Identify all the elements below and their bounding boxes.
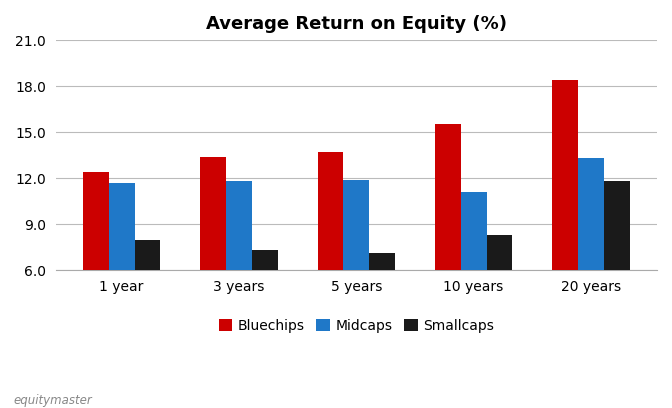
Title: Average Return on Equity (%): Average Return on Equity (%) [206,15,507,33]
Bar [134,239,161,270]
Bar [226,181,252,270]
Bar [487,235,512,270]
Bar [109,183,134,270]
Bar [369,253,395,270]
Bar [604,181,630,270]
Bar [461,192,487,270]
Bar [435,124,461,270]
Legend: Bluechips, Midcaps, Smallcaps: Bluechips, Midcaps, Smallcaps [212,312,501,339]
Bar [83,172,109,270]
Text: equitymaster: equitymaster [13,394,92,407]
Bar [343,180,369,270]
Bar [200,157,226,270]
Bar [252,250,278,270]
Bar [578,158,604,270]
Bar [552,80,578,270]
Bar [318,152,343,270]
